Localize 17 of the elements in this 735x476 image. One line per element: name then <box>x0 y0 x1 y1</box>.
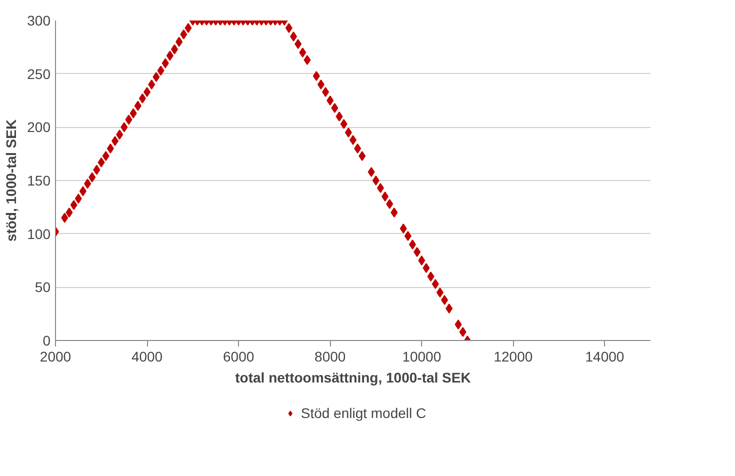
x-tick-label: 4000 <box>131 348 163 364</box>
y-tick-label: 200 <box>27 119 51 136</box>
y-tick-label: 150 <box>27 172 51 188</box>
y-axis-title: stöd, 1000-tal SEK <box>3 119 20 242</box>
y-tick-label: 250 <box>27 66 51 82</box>
x-tick-label: 8000 <box>314 348 346 364</box>
x-tick-label: 2000 <box>40 348 72 364</box>
y-tick-label: 50 <box>34 279 51 296</box>
x-tick-label: 14000 <box>585 348 624 364</box>
x-tick-label: 6000 <box>223 348 254 364</box>
x-axis-title: total nettoomsättning, 1000-tal SEK <box>235 370 471 386</box>
y-tick-label: 300 <box>27 12 51 28</box>
x-tick-label: 12000 <box>494 348 533 364</box>
y-tick-label: 0 <box>42 332 51 348</box>
y-tick-label: 100 <box>27 226 51 242</box>
legend-label: Stöd enligt modell C <box>300 405 426 421</box>
x-tick-label: 10000 <box>402 348 442 364</box>
